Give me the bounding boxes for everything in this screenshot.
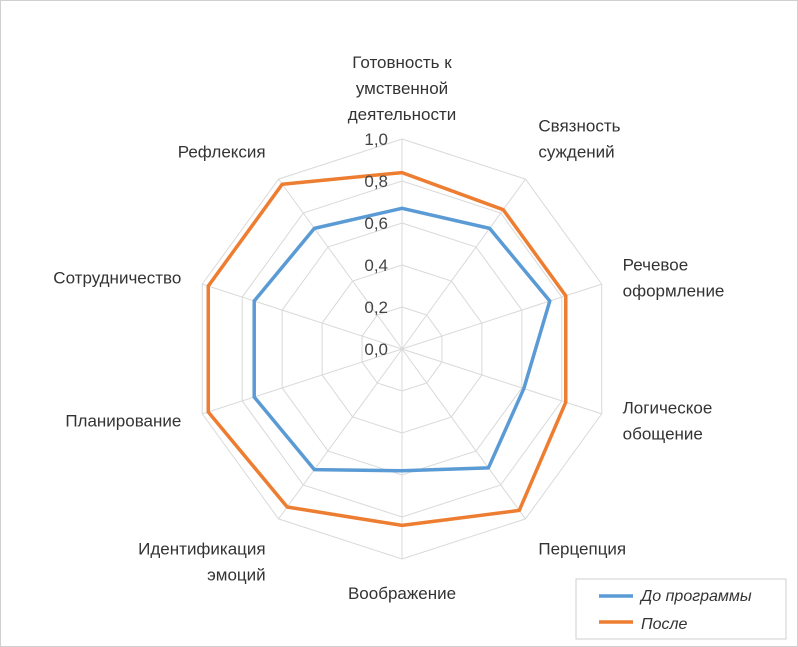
legend-box xyxy=(575,578,787,640)
grid-spoke xyxy=(202,348,403,415)
category-label: Логическое xyxy=(623,399,713,418)
category-label: оформление xyxy=(623,281,725,300)
category-label: Готовность к xyxy=(352,53,452,72)
r-tick-label: 0,8 xyxy=(364,172,388,191)
r-tick-label: 0,6 xyxy=(364,214,388,233)
category-label: Связность xyxy=(538,116,620,135)
category-label: Идентификация xyxy=(138,540,265,559)
r-tick-label: 0,4 xyxy=(364,256,388,275)
category-label: Рефлексия xyxy=(178,142,266,161)
series-line-before xyxy=(252,206,552,473)
category-label: умственной xyxy=(356,79,448,98)
legend-label-after: После xyxy=(641,616,688,633)
category-label: Планирование xyxy=(65,412,181,431)
grid-spoke xyxy=(278,348,403,520)
category-label: деятельности xyxy=(348,105,456,124)
r-tick-label: 1,0 xyxy=(364,130,388,149)
series-line-after xyxy=(206,170,568,528)
category-label: Речевое xyxy=(623,255,689,274)
r-tick-label: 0,0 xyxy=(364,340,388,359)
category-label: суждений xyxy=(538,142,614,161)
category-label: Воображение xyxy=(348,584,456,603)
category-label: обощение xyxy=(623,425,703,444)
grid-spoke xyxy=(401,178,526,350)
r-tick-label: 0,2 xyxy=(364,298,388,317)
legend-label-before: До программы xyxy=(639,588,752,605)
category-label: Перцепция xyxy=(538,540,626,559)
category-label: Сотрудничество xyxy=(53,268,181,287)
grid-spoke xyxy=(202,283,403,350)
category-label: эмоций xyxy=(207,566,266,585)
legend: До программы После xyxy=(575,578,787,640)
grid-spoke xyxy=(278,178,403,350)
grid-spoke xyxy=(401,348,526,520)
grid-spoke xyxy=(401,283,602,350)
grid-spoke xyxy=(401,348,602,415)
